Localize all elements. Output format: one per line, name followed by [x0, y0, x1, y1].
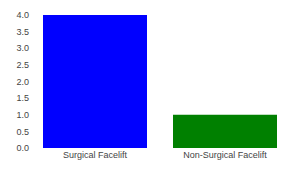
- svg-text:3.5: 3.5: [16, 27, 29, 37]
- svg-text:1.0: 1.0: [16, 110, 29, 120]
- svg-text:3.0: 3.0: [16, 43, 29, 53]
- svg-text:2.0: 2.0: [16, 77, 29, 87]
- svg-text:4.0: 4.0: [16, 10, 29, 20]
- svg-text:Non-Surgical Facelift: Non-Surgical Facelift: [183, 150, 267, 160]
- svg-text:Surgical Facelift: Surgical Facelift: [63, 150, 128, 160]
- svg-text:1.5: 1.5: [16, 93, 29, 103]
- svg-text:0.5: 0.5: [16, 127, 29, 137]
- svg-text:2.5: 2.5: [16, 60, 29, 70]
- svg-text:0.0: 0.0: [16, 143, 29, 153]
